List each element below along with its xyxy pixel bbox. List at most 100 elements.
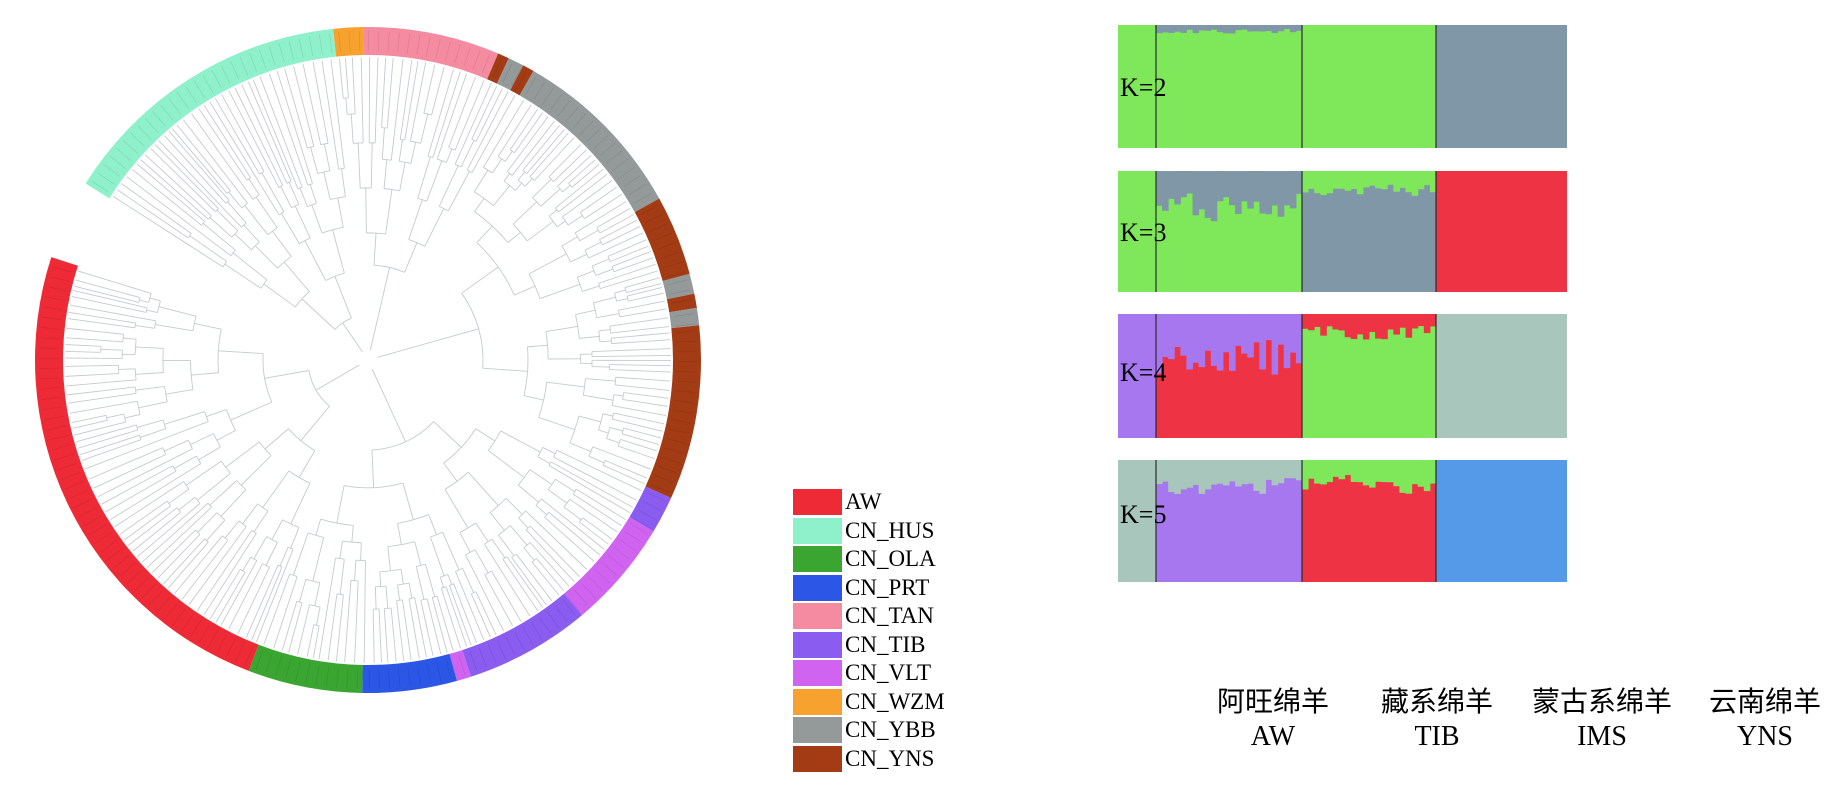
tree-branch xyxy=(593,302,598,318)
tree-branch xyxy=(613,219,638,233)
tree-branch xyxy=(477,94,516,163)
tree-branch xyxy=(203,104,242,163)
tree-branch xyxy=(564,525,601,556)
tree-branch xyxy=(299,602,303,610)
tree-branch xyxy=(69,304,137,318)
tree-branch xyxy=(588,446,594,457)
tree-branch xyxy=(546,137,575,168)
leaf-label-stripe xyxy=(319,34,323,55)
tree-branch xyxy=(255,245,278,269)
leaf-label-stripe xyxy=(478,648,487,668)
tree-branch xyxy=(580,206,589,213)
tree-branch xyxy=(441,611,454,651)
leaf-label-stripe xyxy=(566,596,581,612)
tree-branch xyxy=(271,519,283,540)
tree-branch xyxy=(460,140,475,168)
tree-branch xyxy=(618,306,637,311)
leaf-label-stripe xyxy=(46,425,67,431)
tree-branch xyxy=(525,529,541,545)
tree-branch xyxy=(384,607,392,610)
tree-branch xyxy=(426,598,430,607)
leaf-label-stripe xyxy=(472,50,481,70)
leaf-label-stripe xyxy=(435,38,441,59)
tree-branch xyxy=(607,249,623,257)
admixture-column xyxy=(1259,460,1266,494)
tree-branch xyxy=(627,385,670,391)
leaf-label-stripe xyxy=(630,523,648,535)
admixture-column xyxy=(1356,460,1364,483)
tree-branch xyxy=(449,597,468,647)
admixture-column xyxy=(1308,314,1315,331)
legend-label: CN_VLT xyxy=(845,660,932,685)
tree-branch xyxy=(546,381,585,388)
legend-label: AW xyxy=(845,489,882,514)
tree-branch xyxy=(477,608,491,638)
leaf-label-stripe xyxy=(89,523,107,536)
tree-branch xyxy=(389,58,394,103)
tree-branch xyxy=(304,240,327,281)
tree-branch xyxy=(290,527,300,549)
tree-branch xyxy=(624,287,627,293)
tree-branch xyxy=(449,583,454,586)
tree-branch xyxy=(117,392,137,397)
tree-branch xyxy=(379,622,382,663)
tree-branch xyxy=(276,70,303,152)
tree-branch xyxy=(387,541,415,548)
leaf-label-stripe xyxy=(336,667,339,688)
leaf-label-stripe xyxy=(454,44,461,64)
legend-item: CN_OLA xyxy=(793,545,973,574)
tree-branch xyxy=(240,530,253,548)
leaf-label-stripe xyxy=(487,644,497,664)
admixture-column xyxy=(1375,460,1382,482)
admixture-column xyxy=(1393,171,1400,192)
leaf-label-stripe xyxy=(666,438,687,444)
tree-branch xyxy=(491,587,514,627)
tree-branch xyxy=(302,63,318,126)
leaf-label-stripe xyxy=(672,409,693,414)
tree-branch xyxy=(482,606,497,635)
tree-branch xyxy=(453,597,472,646)
tree-branch xyxy=(447,574,453,585)
tree-branch xyxy=(548,167,559,178)
tree-branch xyxy=(430,531,443,538)
tree-branch xyxy=(454,136,468,165)
tree-branch xyxy=(262,470,290,508)
admixture-column xyxy=(1241,460,1248,485)
tree-branch xyxy=(629,449,655,460)
leaf-label-stripe xyxy=(676,380,697,383)
admixture-column xyxy=(1308,460,1315,479)
tree-branch xyxy=(245,578,273,638)
tree-branch xyxy=(356,580,359,605)
tree-branch xyxy=(240,162,252,178)
tree-branch xyxy=(335,557,345,560)
admixture-column xyxy=(1277,171,1285,217)
tree-branch xyxy=(532,178,552,198)
tree-branch xyxy=(200,541,209,552)
leaf-label-stripe xyxy=(65,480,84,490)
tree-branch xyxy=(209,576,236,619)
legend-item: AW xyxy=(793,488,973,517)
tree-branch xyxy=(112,195,186,243)
tree-branch xyxy=(475,522,489,542)
tree-branch xyxy=(325,272,345,281)
tree-branch xyxy=(636,300,666,308)
tree-branch xyxy=(234,186,248,204)
tree-branch xyxy=(216,209,239,232)
tree-branch xyxy=(123,337,137,340)
tree-branch xyxy=(209,480,237,506)
tree-branch xyxy=(504,151,513,162)
tree-branch xyxy=(168,131,220,189)
tree-branch xyxy=(544,568,565,592)
tree-branch xyxy=(611,342,627,345)
tree-branch xyxy=(621,239,647,251)
tree-branch xyxy=(65,373,111,377)
tree-branch xyxy=(141,290,152,294)
tree-branch xyxy=(117,189,173,228)
tree-branch xyxy=(471,138,477,142)
tree-branch xyxy=(484,543,497,564)
tree-branch xyxy=(446,148,453,163)
tree-branch xyxy=(404,121,409,141)
admixture-column xyxy=(1381,460,1388,483)
leaf-label-stripe xyxy=(83,515,102,527)
tree-branch xyxy=(150,148,192,189)
